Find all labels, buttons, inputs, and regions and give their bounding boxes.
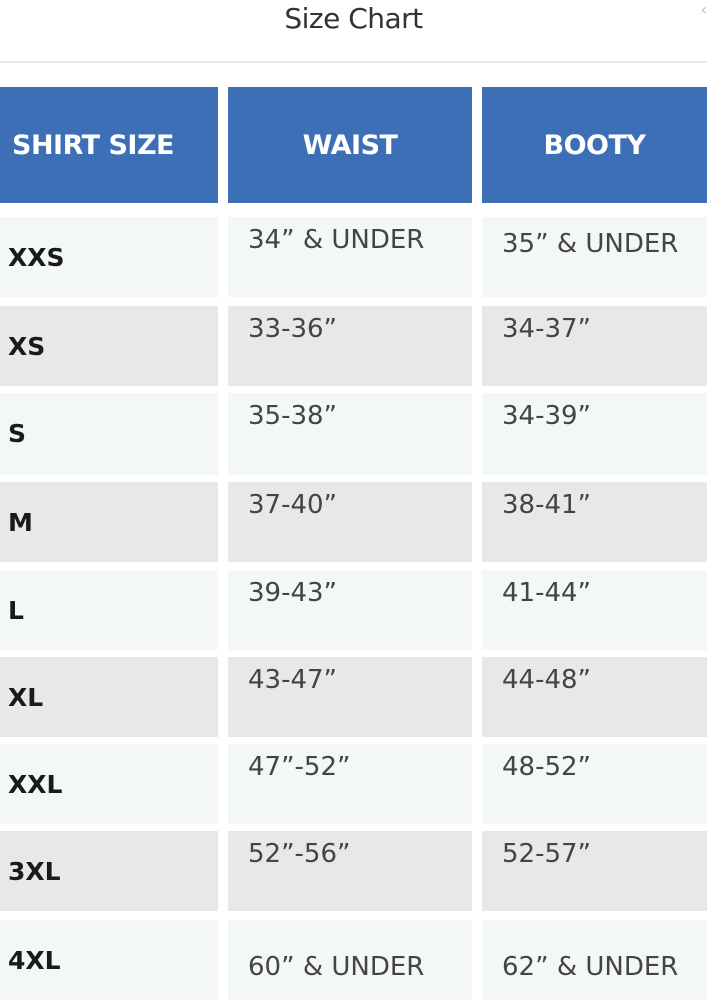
header-booty: BOOTY (482, 87, 707, 203)
table-cell-size: XS (0, 306, 218, 386)
table-cell-waist: 34” & UNDER (228, 217, 472, 297)
table-cell-booty: 52-57” (482, 831, 707, 911)
table-cell-size: XL (0, 657, 218, 737)
table-cell-waist: 39-43” (228, 570, 472, 650)
header-shirt-size: SHIRT SIZE (0, 87, 218, 203)
table-cell-size: 3XL (0, 831, 218, 911)
table-cell-size: M (0, 482, 218, 562)
table-cell-booty: 34-37” (482, 306, 707, 386)
table-cell-waist: 43-47” (228, 657, 472, 737)
table-cell-booty: 35” & UNDER (482, 217, 707, 297)
table-cell-waist: 37-40” (228, 482, 472, 562)
header-waist: WAIST (228, 87, 472, 203)
table-cell-size: S (0, 393, 218, 475)
page-title: Size Chart (284, 2, 423, 35)
table-cell-waist: 35-38” (228, 393, 472, 475)
table-cell-booty: 38-41” (482, 482, 707, 562)
table-cell-waist: 52”-56” (228, 831, 472, 911)
table-cell-size: L (0, 570, 218, 650)
table-cell-waist: 33-36” (228, 306, 472, 386)
table-cell-booty: 48-52” (482, 744, 707, 824)
table-cell-booty: 41-44” (482, 570, 707, 650)
table-cell-booty: 44-48” (482, 657, 707, 737)
divider (0, 61, 707, 63)
table-cell-waist: 60” & UNDER (228, 920, 472, 1000)
close-icon[interactable]: ‹ (700, 0, 707, 19)
table-cell-waist: 47”-52” (228, 744, 472, 824)
table-cell-booty: 62” & UNDER (482, 920, 707, 1000)
table-cell-size: 4XL (0, 920, 218, 1000)
table-cell-booty: 34-39” (482, 393, 707, 475)
table-cell-size: XXL (0, 744, 218, 824)
table-cell-size: XXS (0, 217, 218, 297)
